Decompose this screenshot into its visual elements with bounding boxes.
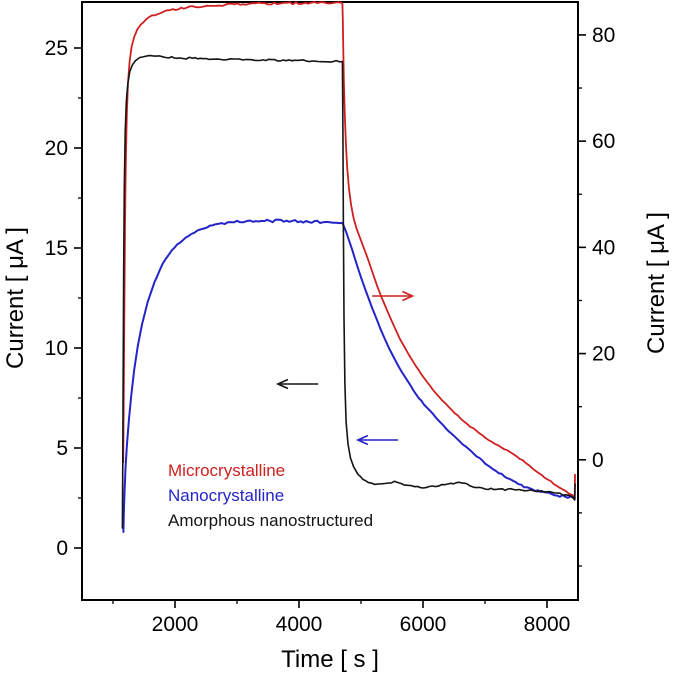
left-y-tick-label: 20 [45,137,68,160]
x-tick-label: 4000 [276,613,323,636]
x-tick-label: 8000 [524,613,571,636]
axis-indicator-arrow-head [355,434,369,446]
left-y-tick-label: 10 [45,337,68,360]
x-tick-label: 2000 [152,613,199,636]
x-tick-label: 6000 [400,613,447,636]
right-y-tick-label: 20 [592,343,615,366]
right-y-tick-label: 80 [592,24,615,47]
left-y-tick-label: 25 [45,37,68,60]
x-axis-title: Time [ s ] [281,646,379,673]
right-y-tick-label: 40 [592,236,615,259]
left-y-axis-title: Current [ μA ] [2,227,29,369]
right-y-tick-label: 0 [592,449,604,472]
legend-item-microcrystalline: Microcrystalline [168,461,286,480]
legend: Microcrystalline Nanocrystalline Amorpho… [168,458,373,533]
right-y-axis-title: Current [ μA ] [643,212,670,354]
plot-frame [81,1,579,601]
left-y-tick-label: 5 [56,437,68,460]
right-y-tick-label: 60 [592,130,615,153]
axis-indicator-arrow-head [275,378,289,390]
series-amorphous-nanostructured-line [121,54,576,529]
axis-indicator-arrow-head [402,290,415,302]
legend-item-nanocrystalline: Nanocrystalline [168,486,285,505]
legend-item-amorphous-nanostructured: Amorphous nanostructured [168,511,374,530]
left-y-tick-label: 15 [45,237,68,260]
series-microcrystalline-line [122,1,576,498]
left-y-tick-label: 0 [56,537,68,560]
series-nanocrystalline-line [122,218,576,533]
